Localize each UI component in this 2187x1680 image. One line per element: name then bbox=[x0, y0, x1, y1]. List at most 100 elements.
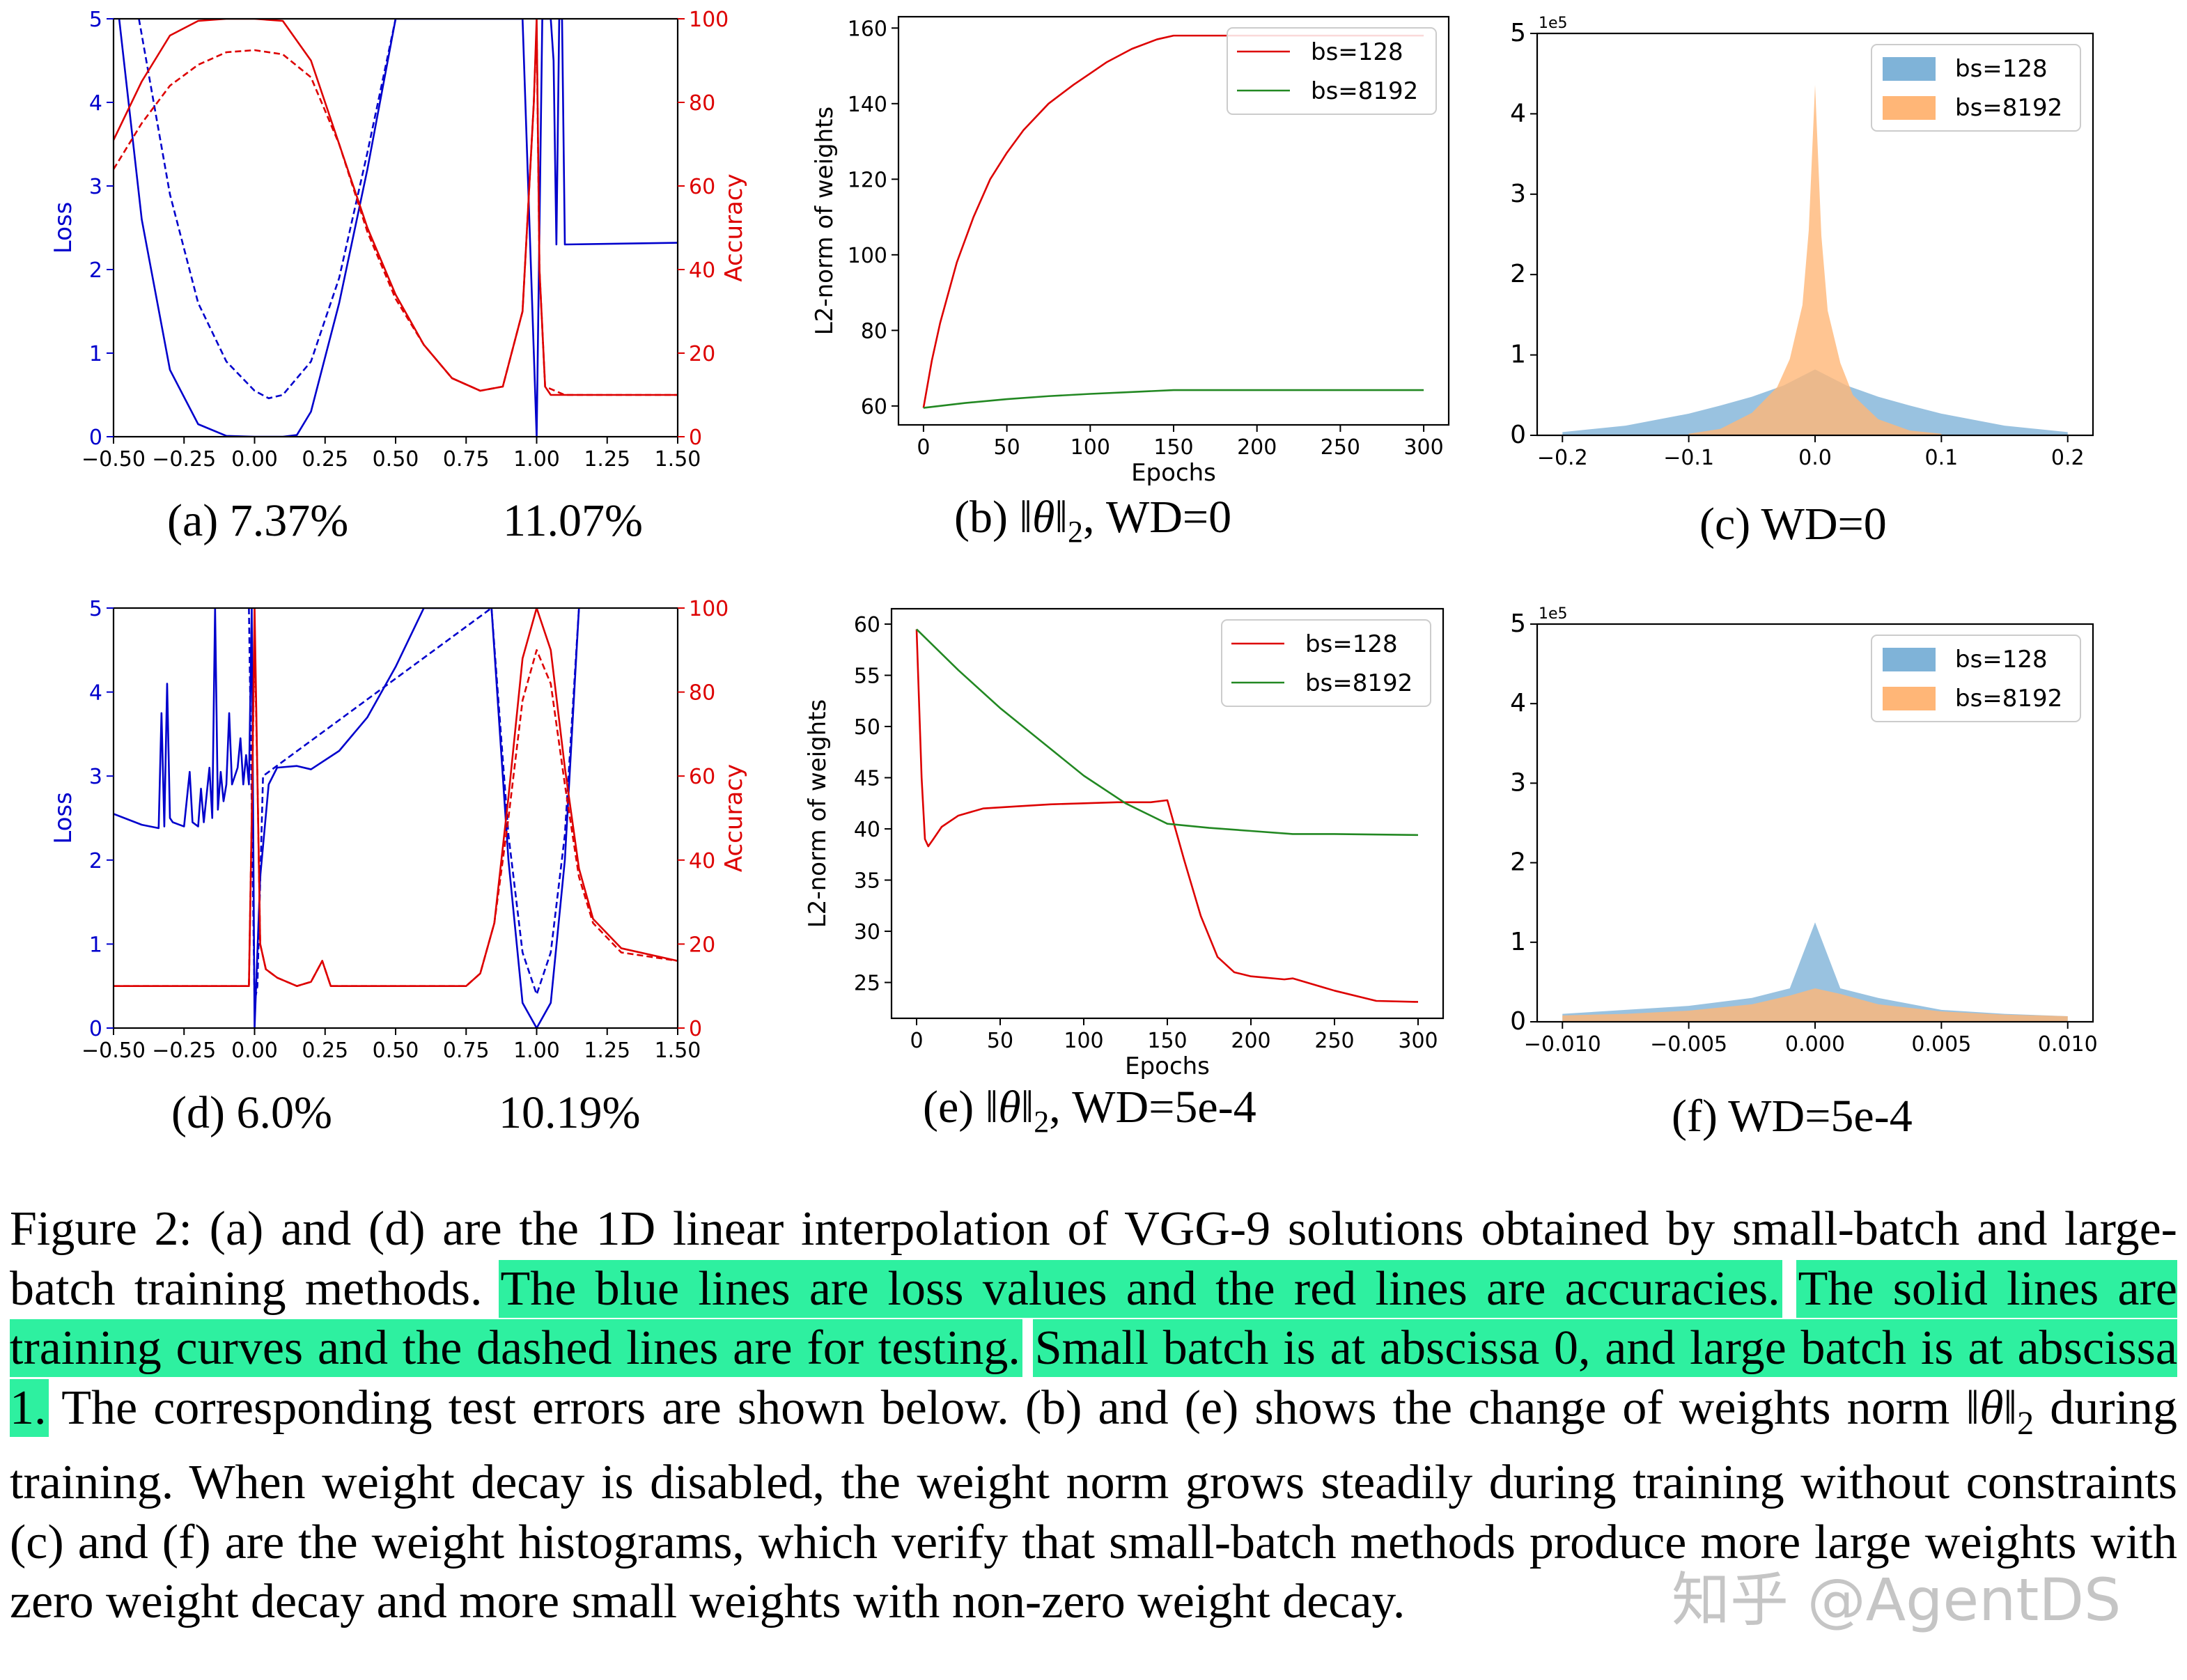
svg-text:Loss: Loss bbox=[49, 792, 77, 844]
svg-text:2: 2 bbox=[1510, 848, 1526, 877]
svg-text:−0.010: −0.010 bbox=[1524, 1032, 1601, 1057]
svg-text:0.005: 0.005 bbox=[1911, 1032, 1971, 1057]
series-train-accuracy bbox=[114, 19, 678, 396]
svg-text:40: 40 bbox=[689, 258, 715, 283]
legend bbox=[1227, 27, 1437, 115]
histogram-bs=128 bbox=[1562, 922, 2068, 1022]
svg-text:Accuracy: Accuracy bbox=[720, 764, 748, 872]
panel-b: 0 50 100 150 200 250 300 60 80 100 120 140 160 L2-nor… bbox=[766, 0, 1463, 571]
chart-e-weight-norm: 0 50 100 150 200 250 300 25 30 35 40 45 50 55 60 L2-nor… bbox=[804, 607, 1445, 1080]
svg-text:50: 50 bbox=[994, 435, 1020, 460]
svg-text:0.75: 0.75 bbox=[443, 1039, 490, 1063]
svg-text:100: 100 bbox=[689, 8, 729, 32]
series-train-loss bbox=[118, 19, 678, 437]
svg-text:Epochs: Epochs bbox=[1131, 459, 1216, 487]
svg-text:0.25: 0.25 bbox=[302, 1039, 348, 1063]
svg-text:45: 45 bbox=[854, 767, 880, 791]
svg-text:bs=128: bs=128 bbox=[1955, 55, 2048, 83]
highlight-1: The blue lines are loss values and the r… bbox=[500, 1261, 1780, 1316]
svg-text:5: 5 bbox=[89, 597, 102, 621]
svg-text:L2-norm of weights: L2-norm of weights bbox=[804, 699, 832, 928]
svg-text:0: 0 bbox=[689, 426, 702, 450]
panel-a: −0.50 −0.25 0.00 0.25 0.50 0.75 1.00 1.25 1.50 0 1… bbox=[0, 0, 748, 571]
legend-swatch bbox=[1883, 648, 1936, 671]
svg-text:0: 0 bbox=[689, 1017, 702, 1041]
panel-c: −0.2 −0.1 0.0 0.1 0.2 0 1 2 3 4 5 1e5 bs=128 bs=8192 bbox=[1463, 0, 2187, 571]
svg-text:100: 100 bbox=[1071, 435, 1110, 460]
svg-text:0.75: 0.75 bbox=[443, 447, 490, 472]
subcaption-e: (e) ‖θ‖2, WD=5e-4 bbox=[923, 1082, 1256, 1140]
figure-caption: Figure 2: (a) and (d) are the 1D linear … bbox=[10, 1202, 2177, 1628]
histogram-bs=8192 bbox=[1688, 84, 1942, 435]
svg-text:80: 80 bbox=[861, 319, 887, 343]
svg-text:200: 200 bbox=[1231, 1029, 1270, 1053]
svg-text:1.00: 1.00 bbox=[513, 447, 560, 472]
svg-text:−0.2: −0.2 bbox=[1537, 446, 1588, 470]
svg-text:20: 20 bbox=[689, 342, 715, 366]
svg-text:4: 4 bbox=[89, 91, 102, 116]
svg-text:0: 0 bbox=[917, 435, 930, 460]
series-bs=8192 bbox=[923, 389, 1424, 409]
svg-text:bs=8192: bs=8192 bbox=[1305, 669, 1412, 697]
svg-text:5: 5 bbox=[89, 8, 102, 32]
svg-text:4: 4 bbox=[89, 681, 102, 706]
series-train-accuracy bbox=[114, 608, 678, 988]
svg-text:−0.25: −0.25 bbox=[152, 447, 216, 472]
svg-text:3: 3 bbox=[1510, 768, 1526, 797]
svg-text:−0.50: −0.50 bbox=[81, 447, 146, 472]
svg-text:150: 150 bbox=[1153, 435, 1193, 460]
svg-text:Epochs: Epochs bbox=[1125, 1052, 1210, 1080]
panel-e: 0 50 100 150 200 250 300 25 30 35 40 45 50 55 60 L2-nor… bbox=[766, 585, 1463, 1156]
svg-text:bs=128: bs=128 bbox=[1305, 630, 1398, 658]
svg-text:0.000: 0.000 bbox=[1785, 1032, 1845, 1057]
svg-text:−0.25: −0.25 bbox=[152, 1039, 216, 1063]
svg-text:bs=128: bs=128 bbox=[1311, 38, 1403, 66]
series-bs=128 bbox=[922, 34, 1424, 408]
legend-swatch bbox=[1883, 57, 1936, 81]
svg-text:1.25: 1.25 bbox=[584, 447, 630, 472]
svg-text:1: 1 bbox=[1510, 341, 1526, 369]
svg-text:0.010: 0.010 bbox=[2038, 1032, 2098, 1057]
legend-swatch bbox=[1883, 687, 1936, 710]
svg-text:0.50: 0.50 bbox=[373, 1039, 419, 1063]
subcaption-f: (f) WD=5e-4 bbox=[1672, 1091, 1913, 1142]
svg-text:1.25: 1.25 bbox=[584, 1039, 630, 1063]
series-test-accuracy bbox=[114, 632, 678, 988]
svg-text:Loss: Loss bbox=[49, 202, 77, 254]
svg-text:4: 4 bbox=[1510, 689, 1526, 717]
svg-text:1.50: 1.50 bbox=[655, 447, 701, 472]
series-train-loss bbox=[114, 608, 580, 1028]
svg-text:140: 140 bbox=[848, 93, 887, 117]
svg-text:80: 80 bbox=[689, 681, 715, 706]
svg-text:0: 0 bbox=[1510, 421, 1526, 449]
panel-f: −0.010 −0.005 0.000 0.005 0.010 0 1 2 3 4 5 1e5 bs=1… bbox=[1463, 585, 2187, 1156]
svg-text:1e5: 1e5 bbox=[1539, 15, 1568, 32]
subcaption-d: (d) 6.0% bbox=[171, 1087, 332, 1138]
svg-text:60: 60 bbox=[861, 395, 887, 419]
svg-text:100: 100 bbox=[689, 597, 729, 621]
svg-text:60: 60 bbox=[854, 613, 880, 637]
svg-text:35: 35 bbox=[854, 869, 880, 894]
svg-text:0.2: 0.2 bbox=[2051, 446, 2085, 470]
series-test-loss bbox=[138, 19, 397, 400]
svg-text:3: 3 bbox=[1510, 180, 1526, 208]
svg-text:1.50: 1.50 bbox=[655, 1039, 701, 1063]
svg-text:0: 0 bbox=[910, 1029, 923, 1053]
svg-text:50: 50 bbox=[987, 1029, 1013, 1053]
svg-text:0: 0 bbox=[1510, 1007, 1526, 1036]
svg-text:3: 3 bbox=[89, 765, 102, 789]
svg-text:20: 20 bbox=[689, 933, 715, 957]
legend bbox=[1221, 619, 1431, 707]
svg-text:Accuracy: Accuracy bbox=[720, 173, 748, 281]
series-bs=128 bbox=[915, 629, 1419, 1003]
panel-d: −0.50 −0.25 0.00 0.25 0.50 0.75 1.00 1.25 1.50 0 1… bbox=[0, 585, 748, 1156]
svg-text:−0.005: −0.005 bbox=[1650, 1032, 1727, 1057]
svg-text:0.1: 0.1 bbox=[1925, 446, 1959, 470]
svg-text:5: 5 bbox=[1510, 609, 1526, 638]
svg-text:0.00: 0.00 bbox=[231, 1039, 278, 1063]
chart-c-histogram: −0.2 −0.1 0.0 0.1 0.2 0 1 2 3 4 5 1e5 bs=128 bs=8192 bbox=[1510, 15, 2094, 470]
svg-text:60: 60 bbox=[689, 175, 715, 199]
svg-text:1: 1 bbox=[89, 342, 102, 366]
svg-text:−0.1: −0.1 bbox=[1663, 446, 1714, 470]
svg-text:0.50: 0.50 bbox=[373, 447, 419, 472]
